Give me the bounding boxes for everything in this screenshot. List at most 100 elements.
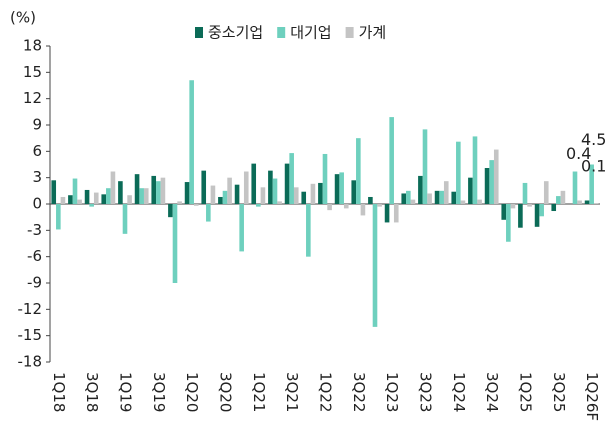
legend-label: 대기업 — [290, 24, 331, 42]
bar — [360, 204, 366, 216]
value-label: 0.1 — [581, 157, 606, 176]
bar — [272, 178, 278, 204]
legend-label: 중소기업 — [208, 24, 263, 42]
bar — [110, 171, 116, 204]
bar — [434, 190, 440, 204]
bar — [93, 192, 99, 204]
bar — [201, 170, 207, 204]
bar — [560, 190, 566, 204]
legend-swatch — [277, 27, 286, 38]
y-tick-label: -18 — [18, 353, 43, 371]
bar — [556, 196, 561, 204]
x-tick-label: 1Q25 — [517, 372, 535, 412]
bar — [393, 204, 399, 223]
bar — [139, 188, 144, 204]
bar — [260, 187, 266, 204]
bar — [177, 201, 182, 204]
bar — [60, 196, 66, 204]
y-tick-label: 3 — [32, 168, 42, 186]
bar — [284, 163, 290, 204]
bar — [84, 189, 90, 204]
bar — [506, 204, 511, 242]
bar — [401, 193, 407, 204]
bar — [277, 201, 282, 204]
bar — [118, 181, 123, 204]
bar — [589, 164, 594, 204]
bar — [293, 187, 299, 204]
bar — [334, 174, 340, 204]
bar — [418, 175, 423, 204]
bar — [443, 181, 449, 204]
bar — [468, 177, 473, 204]
bar — [289, 153, 294, 204]
x-tick-label: 1Q22 — [317, 372, 335, 412]
bar — [339, 172, 344, 204]
bar — [406, 190, 411, 204]
bar — [222, 190, 228, 204]
legend-swatch — [345, 27, 354, 38]
legend-swatch — [195, 27, 203, 38]
value-label: 0.4 — [566, 144, 591, 163]
bar — [127, 195, 132, 204]
bar — [306, 204, 311, 257]
bar — [134, 174, 140, 204]
bar — [77, 199, 82, 204]
y-tick-label: -9 — [27, 274, 42, 292]
bar — [218, 196, 223, 204]
bar — [106, 188, 111, 204]
x-tick-label: 1Q18 — [50, 372, 68, 412]
bar — [522, 182, 528, 204]
x-tick-label: 1Q26F — [583, 372, 601, 421]
bar — [301, 191, 307, 204]
bar — [389, 117, 394, 204]
y-tick-label: 12 — [23, 89, 42, 107]
legend-label: 가계 — [359, 24, 387, 42]
bar — [377, 204, 382, 207]
bar — [101, 194, 107, 204]
x-tick-label: 1Q20 — [183, 372, 201, 412]
x-tick-label: 3Q24 — [483, 372, 501, 412]
bar — [72, 178, 78, 204]
bar — [56, 204, 61, 230]
x-tick-label: 3Q25 — [550, 372, 568, 412]
bar — [143, 188, 149, 204]
bar — [156, 181, 161, 204]
bar — [489, 160, 494, 204]
bar — [427, 193, 432, 204]
bar — [318, 182, 323, 204]
bar — [239, 204, 244, 252]
bar — [234, 184, 240, 204]
bar — [484, 168, 490, 204]
bar — [593, 203, 599, 204]
bar — [410, 199, 416, 204]
bar — [584, 200, 590, 204]
x-tick-label: 1Q19 — [117, 372, 135, 412]
bar — [343, 204, 349, 209]
bar — [551, 204, 557, 212]
x-tick-label: 3Q20 — [217, 372, 235, 412]
value-label: 4.5 — [581, 130, 606, 149]
bar — [268, 170, 273, 204]
x-tick-label: 1Q23 — [383, 372, 401, 412]
y-tick-label: 9 — [32, 116, 42, 134]
bar — [172, 204, 178, 283]
bar — [572, 171, 578, 204]
x-tick-label: 3Q22 — [350, 372, 368, 412]
bar — [51, 180, 57, 204]
bar — [439, 190, 444, 204]
bar — [251, 163, 257, 204]
x-tick-label: 3Q21 — [283, 372, 301, 412]
y-tick-label: 18 — [23, 37, 42, 55]
y-tick-label: -3 — [27, 221, 42, 239]
bar — [368, 196, 373, 204]
bar — [322, 153, 328, 204]
y-tick-label: -12 — [18, 300, 43, 318]
bar — [160, 177, 166, 204]
x-tick-label: 3Q19 — [150, 372, 168, 412]
x-tick-label: 1Q21 — [250, 372, 268, 412]
bar — [384, 204, 390, 223]
bar — [351, 180, 357, 204]
bar — [243, 171, 249, 204]
bar — [460, 200, 466, 204]
bar — [534, 204, 540, 227]
